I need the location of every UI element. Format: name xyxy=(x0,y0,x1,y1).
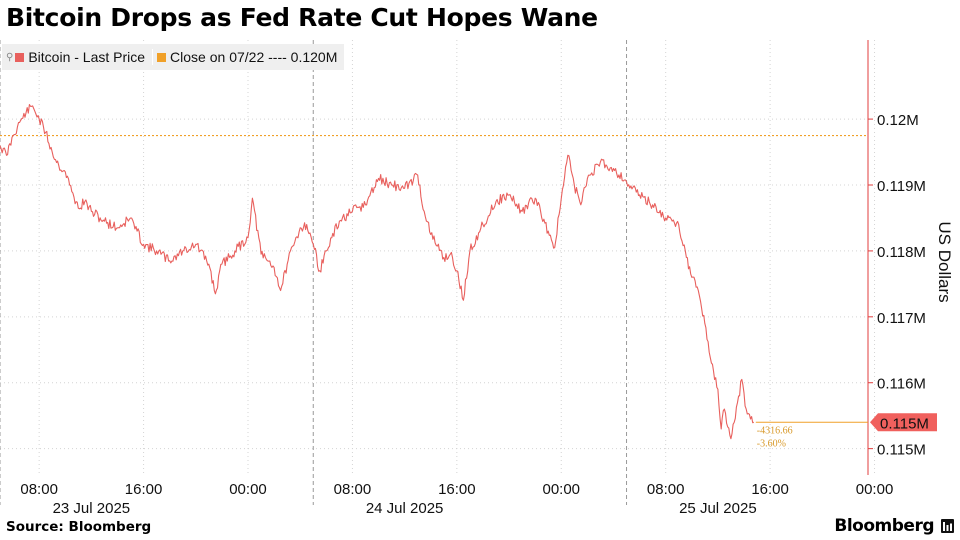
x-tick-label: 08:00 xyxy=(334,481,372,498)
y-tick-label: 0.115M xyxy=(877,442,926,459)
bloomberg-terminal-icon xyxy=(941,519,954,533)
source-note: Source: Bloomberg xyxy=(6,519,152,535)
last-value-label: 0.115M xyxy=(880,415,929,432)
legend-close-label: Close on 07/22 ---- 0.120M xyxy=(170,49,338,65)
y-axis-label: US Dollars xyxy=(935,221,954,303)
x-tick-label: 00:00 xyxy=(856,481,894,498)
x-tick-label: 16:00 xyxy=(438,481,476,498)
chart-legend: ⚲ Bitcoin - Last Price Close on 07/22 --… xyxy=(2,44,345,70)
x-tick-label: 16:00 xyxy=(125,481,163,498)
x-date-label: 23 Jul 2025 xyxy=(53,500,131,517)
x-date-label: 24 Jul 2025 xyxy=(366,500,444,517)
x-tick-label: 00:00 xyxy=(229,481,267,498)
last-value-badge xyxy=(870,413,937,432)
legend-series-label: Bitcoin - Last Price xyxy=(28,49,146,65)
y-tick-label: 0.12M xyxy=(877,112,919,129)
y-tick-label: 0.118M xyxy=(877,244,926,261)
bloomberg-logo: Bloomberg xyxy=(834,516,934,536)
price-line xyxy=(0,104,754,440)
x-tick-label: 00:00 xyxy=(542,481,580,498)
series-swatch xyxy=(15,52,25,62)
y-tick-label: 0.119M xyxy=(877,178,926,195)
legend-item-series[interactable]: ⚲ Bitcoin - Last Price xyxy=(2,49,152,65)
y-tick-label: 0.117M xyxy=(877,310,926,327)
legend-item-close[interactable]: Close on 07/22 ---- 0.120M xyxy=(152,49,344,65)
chart-title: Bitcoin Drops as Fed Rate Cut Hopes Wane xyxy=(6,3,598,32)
change-annotation: -4316.66 xyxy=(757,425,793,436)
x-date-label: 25 Jul 2025 xyxy=(679,500,757,517)
pin-icon: ⚲ xyxy=(6,51,14,63)
x-tick-label: 08:00 xyxy=(647,481,685,498)
x-tick-label: 08:00 xyxy=(20,481,58,498)
close-swatch xyxy=(157,52,167,62)
change-pct-annotation: -3.60% xyxy=(757,438,786,449)
y-tick-label: 0.116M xyxy=(877,376,926,393)
x-tick-label: 16:00 xyxy=(751,481,789,498)
